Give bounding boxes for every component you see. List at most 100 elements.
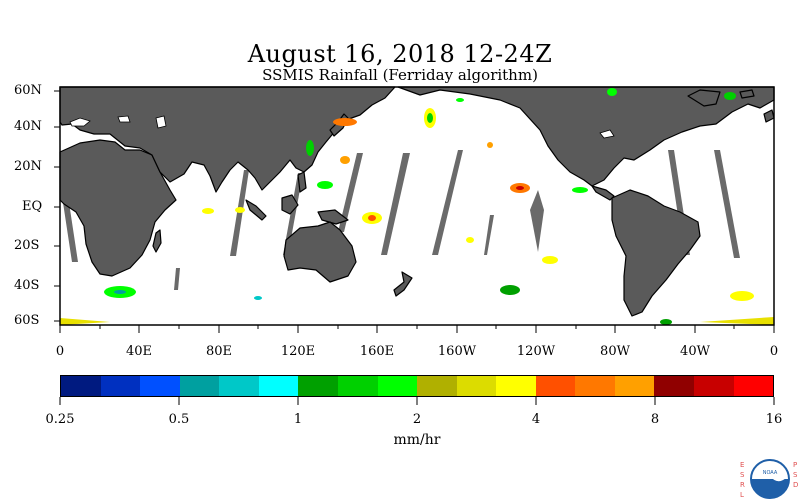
- noaa-esrl-psd-logo: E S R L P S D NOAA: [740, 459, 798, 499]
- no-data-swath: [381, 153, 410, 255]
- colorbar-units: mm/hr: [393, 432, 441, 448]
- madagascar: [152, 229, 162, 253]
- lat-ticks: [54, 90, 60, 322]
- lon-label: 0: [55, 344, 65, 359]
- rain-patch: [60, 318, 110, 325]
- rain-patch: [500, 285, 520, 295]
- colorbar-tick-label: 16: [765, 412, 783, 427]
- africa: [59, 139, 177, 277]
- lon-label: 160E: [359, 344, 395, 359]
- colorbar-swatch: [219, 376, 259, 396]
- colorbar-swatch: [694, 376, 734, 396]
- rain-patch: [607, 88, 617, 96]
- rain-patch: [340, 156, 350, 164]
- lake: [599, 129, 615, 139]
- southern-ice-rain: [60, 317, 774, 325]
- colorbar-tick-label: 2: [412, 412, 422, 427]
- lat-label: 60S: [14, 313, 40, 328]
- colorbar-tick-label: 4: [531, 412, 541, 427]
- rain-patch: [724, 92, 736, 100]
- logo-letter: R: [740, 481, 745, 489]
- logo-letter: L: [740, 491, 744, 499]
- logo-letter: S: [740, 471, 745, 479]
- colorbar-swatch: [654, 376, 694, 396]
- new-guinea: [317, 209, 349, 225]
- rain-patch: [572, 187, 588, 193]
- map-title: August 16, 2018 12-24Z: [247, 40, 553, 68]
- colorbar-swatch: [733, 376, 774, 396]
- lake: [117, 115, 131, 123]
- rain-patches: [104, 88, 754, 325]
- rain-patch: [427, 113, 433, 123]
- philippines: [297, 171, 307, 193]
- no-data-swath: [174, 268, 180, 290]
- rain-patch: [333, 118, 357, 126]
- colorbar-swatch: [179, 376, 220, 396]
- logo-letter: S: [793, 471, 798, 479]
- map-subtitle: SSMIS Rainfall (Ferriday algorithm): [262, 66, 538, 84]
- rain-patch: [202, 208, 214, 214]
- colorbar-tick-label: 0.25: [45, 412, 75, 427]
- lat-label: 20S: [14, 238, 40, 253]
- north-america: [397, 86, 775, 187]
- greenland: [687, 89, 721, 107]
- lat-label: 60N: [14, 83, 42, 98]
- logo-letter: P: [793, 461, 797, 469]
- rain-patch: [317, 181, 333, 189]
- colorbar: [60, 375, 774, 397]
- colorbar-swatch: [337, 376, 378, 396]
- rain-patch: [700, 317, 774, 325]
- south-america: [611, 189, 701, 317]
- lat-label: EQ: [22, 199, 43, 214]
- sumatra: [245, 199, 267, 221]
- lake: [155, 115, 167, 129]
- colorbar-swatch: [298, 376, 338, 396]
- lon-label: 120E: [280, 344, 316, 359]
- rain-patch: [368, 215, 376, 221]
- lon-label: 40E: [125, 344, 153, 359]
- lon-label: 0: [769, 344, 779, 359]
- lon-label: 80E: [205, 344, 233, 359]
- logo-letter: E: [740, 461, 744, 469]
- colorbar-swatch: [61, 376, 101, 396]
- colorbar-tick-label: 1: [293, 412, 303, 427]
- inland-water: [69, 115, 615, 139]
- no-data-swath: [432, 150, 463, 255]
- colorbar-swatch: [100, 376, 141, 396]
- rain-patch: [254, 296, 262, 300]
- rain-patch: [235, 207, 245, 213]
- lat-label: 20N: [14, 159, 42, 174]
- no-data-swath: [338, 153, 363, 232]
- rain-patch: [487, 142, 493, 148]
- colorbar-swatch: [535, 376, 576, 396]
- lon-label: 80W: [600, 344, 630, 359]
- colorbar-swatch: [496, 376, 536, 396]
- iceland: [739, 89, 755, 99]
- colorbar-tick-label: 8: [650, 412, 660, 427]
- land-masses: [59, 86, 775, 317]
- lon-ticks: [59, 325, 775, 333]
- south-band: [60, 318, 774, 325]
- colorbar-swatch: [456, 376, 497, 396]
- colorbar-ticks: [59, 397, 775, 405]
- logo-center-text: NOAA: [763, 470, 778, 476]
- logo-letter: D: [793, 481, 798, 489]
- new-zealand: [393, 271, 413, 297]
- rain-patch: [730, 291, 754, 301]
- lon-label: 40W: [680, 344, 710, 359]
- colorbar-swatch: [614, 376, 655, 396]
- colorbar-swatch: [140, 376, 180, 396]
- lat-label: 40S: [14, 278, 40, 293]
- colorbar-swatch: [258, 376, 299, 396]
- rain-patch: [306, 140, 314, 156]
- lat-label: 40N: [14, 119, 42, 134]
- colorbar-swatch: [417, 376, 457, 396]
- lake: [69, 117, 91, 127]
- lon-label: 120W: [516, 344, 556, 359]
- rain-patch: [114, 290, 126, 294]
- colorbar-swatch: [377, 376, 418, 396]
- no-data-swath: [530, 190, 544, 252]
- lon-label: 160W: [437, 344, 477, 359]
- no-data-swath: [714, 150, 740, 258]
